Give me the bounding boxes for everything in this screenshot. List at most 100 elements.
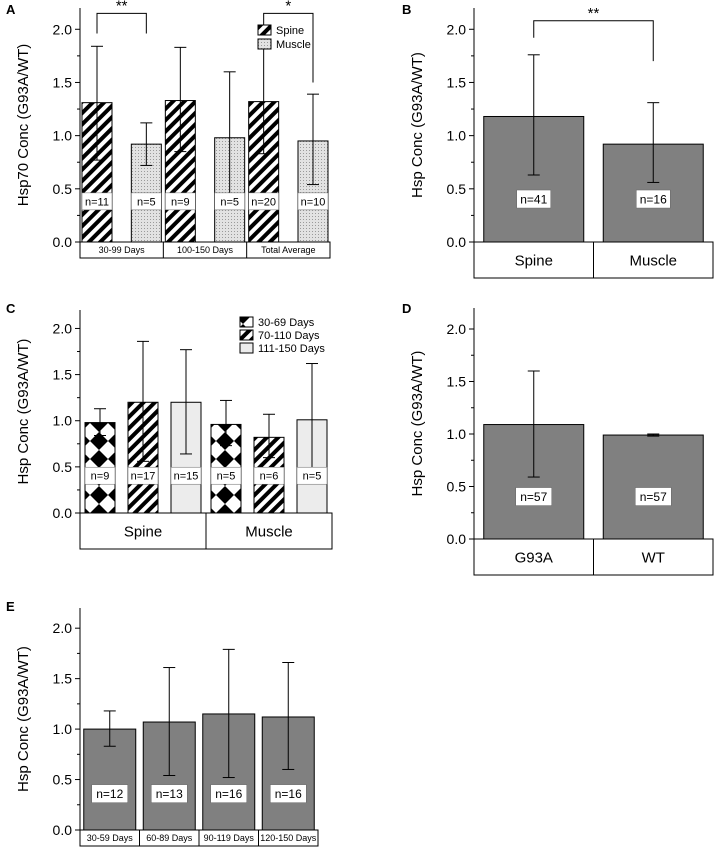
n-label: n=9 — [91, 471, 110, 483]
n-label-box — [170, 466, 202, 485]
category-axis — [79, 241, 331, 259]
category-label: G93A — [515, 549, 553, 566]
category-label: 60-89 Days — [146, 833, 193, 843]
category-label: WT — [642, 549, 665, 566]
y-axis-label: Hsp Conc (G93A/WT) — [15, 339, 32, 485]
n-label: n=9 — [171, 196, 190, 208]
panel-b-chart: 0.0 0.5 1.0 1.5 2.0 Hsp Conc (G93A/WT) Spine Mu… — [409, 5, 714, 279]
y-tick-label: 1.0 — [447, 426, 467, 442]
legend-label: Spine — [276, 25, 304, 37]
n-label-box — [214, 192, 245, 211]
panel-c-chart: 0.0 0.5 1.0 1.5 2.0 Hsp Conc (G93A/WT) Spine Mu… — [15, 310, 333, 550]
y-axis-label: Hsp Conc (G93A/WT) — [409, 351, 426, 497]
legend-swatch — [239, 329, 254, 341]
significance-bracket — [263, 12, 314, 83]
category-label: Muscle — [245, 523, 293, 540]
n-label-box — [270, 784, 307, 803]
n-label: n=5 — [137, 196, 156, 208]
y-tick-label: 0.0 — [447, 531, 467, 547]
panel-label-b: B — [402, 2, 411, 17]
n-label: n=10 — [301, 196, 326, 208]
y-tick-label: 1.0 — [53, 413, 73, 429]
category-label: Spine — [124, 523, 162, 540]
y-tick-label: 1.0 — [447, 128, 467, 144]
legend-swatch — [239, 316, 254, 328]
significance-label: ** — [588, 5, 600, 22]
n-label-box — [515, 487, 552, 506]
y-tick-label: 1.5 — [53, 671, 73, 687]
category-label: 100-150 Days — [177, 245, 234, 255]
n-label: n=5 — [220, 196, 239, 208]
panel-e-chart: 0.0 0.5 1.0 1.5 2.0 Hsp Conc (G93A/WT) 30-59 D… — [15, 608, 319, 847]
n-label: n=11 — [85, 196, 109, 208]
n-label: n=16 — [640, 192, 667, 206]
y-axis-label: Hsp Conc (G93A/WT) — [409, 52, 426, 198]
y-axis-label: Hsp70 Conc (G93A/WT) — [15, 44, 32, 207]
panel-a-chart: 0.0 0.5 1.0 1.5 2.0 Hsp70 Conc (G93A/WT) 30-99… — [15, 0, 331, 259]
significance-label: * — [285, 0, 291, 14]
category-label: Spine — [515, 252, 553, 269]
n-label-box — [248, 192, 279, 211]
category-label: 120-150 Days — [260, 833, 317, 843]
y-axis-label: Hsp Conc (G93A/WT) — [15, 646, 32, 792]
y-tick-label: 2.0 — [447, 321, 467, 337]
y-tick-label: 0.0 — [53, 234, 73, 250]
y-tick-label: 0.0 — [53, 822, 73, 838]
panel-label-c: C — [6, 301, 16, 316]
n-label: n=15 — [174, 471, 199, 483]
n-label-box — [81, 192, 113, 211]
n-label-box — [297, 192, 329, 211]
n-label: n=17 — [131, 471, 156, 483]
legend-label: Muscle — [276, 39, 311, 51]
category-label: 30-59 Days — [87, 833, 134, 843]
y-tick-label: 0.5 — [53, 181, 73, 197]
n-label-box — [516, 189, 551, 209]
n-label: n=6 — [260, 471, 279, 483]
n-label: n=57 — [640, 490, 667, 504]
panel-label-a: A — [6, 2, 16, 17]
n-label: n=16 — [215, 787, 242, 801]
n-label-box — [210, 784, 247, 803]
significance-bracket — [96, 12, 147, 34]
y-tick-label: 0.5 — [53, 459, 73, 475]
n-label-box — [636, 189, 671, 209]
bar — [602, 434, 704, 540]
n-label: n=41 — [520, 192, 547, 206]
y-tick-label: 0.0 — [447, 234, 467, 250]
n-label-box — [131, 192, 162, 211]
legend-label: 111-150 Days — [258, 343, 325, 355]
y-tick-label: 2.0 — [53, 620, 73, 636]
y-tick-label: 1.0 — [53, 721, 73, 737]
n-label: n=12 — [96, 787, 123, 801]
y-tick-label: 1.0 — [53, 128, 73, 144]
y-tick-label: 2.0 — [53, 21, 73, 37]
legend-label: 70-110 Days — [258, 330, 320, 342]
y-tick-label: 1.5 — [53, 74, 73, 90]
y-tick-label: 1.5 — [447, 374, 467, 390]
n-label: n=5 — [303, 471, 322, 483]
n-label: n=20 — [251, 196, 276, 208]
n-label-box — [165, 192, 196, 211]
y-tick-label: 0.5 — [447, 181, 467, 197]
legend-label: 30-69 Days — [258, 317, 315, 329]
n-label-box — [127, 466, 159, 485]
panel-label-e: E — [6, 599, 15, 614]
panel-d-chart: 0.0 0.5 1.0 1.5 2.0 Hsp Conc (G93A/WT) G93A WT n… — [409, 308, 714, 576]
n-label-box — [151, 784, 188, 803]
n-label: n=16 — [275, 787, 302, 801]
significance-bracket — [533, 20, 654, 62]
category-label: 90-119 Days — [204, 833, 255, 843]
y-tick-label: 0.0 — [53, 505, 73, 521]
n-label-box — [84, 466, 116, 485]
n-label: n=57 — [520, 490, 547, 504]
y-tick-label: 2.0 — [447, 21, 467, 37]
legend-swatch — [257, 24, 272, 36]
y-tick-label: 1.5 — [447, 74, 467, 90]
legend-swatch — [239, 342, 254, 354]
n-label: n=13 — [156, 787, 183, 801]
y-tick-label: 0.5 — [53, 772, 73, 788]
significance-label: ** — [116, 0, 128, 14]
y-tick-label: 1.5 — [53, 367, 73, 383]
n-label-box — [91, 784, 128, 803]
